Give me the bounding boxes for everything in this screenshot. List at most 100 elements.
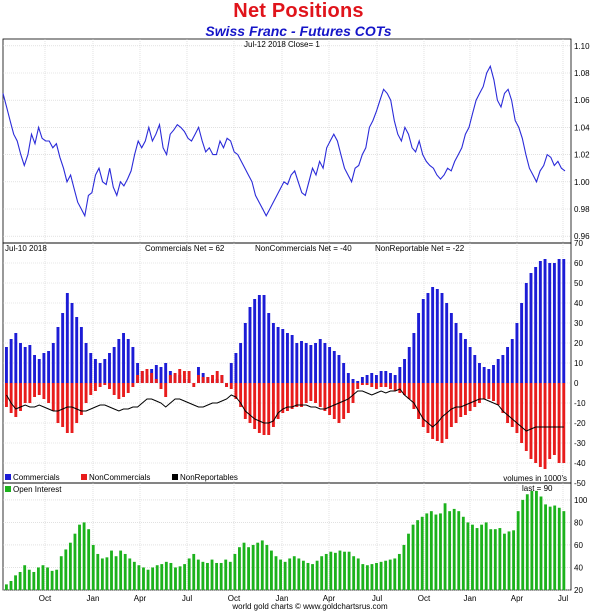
commercials-bar — [262, 295, 266, 383]
noncommercials-bar — [253, 383, 257, 429]
open-interest-bar — [251, 544, 255, 590]
commercials-bar — [9, 339, 13, 383]
commercials-bar — [42, 353, 46, 383]
x-tick-label: Jan — [87, 594, 100, 603]
commercials-bar — [28, 345, 32, 383]
noncommercials-bar — [75, 383, 79, 423]
commercials-bar — [23, 347, 27, 383]
noncommercials-bar — [534, 383, 538, 463]
commercials-bar — [300, 341, 303, 383]
open-interest-bar — [242, 542, 246, 590]
commercials-bar — [534, 267, 538, 383]
commercials-bar — [37, 359, 41, 383]
commercials-bar — [253, 299, 257, 383]
open-interest-bar — [407, 533, 410, 590]
noncommercials-bar — [79, 383, 83, 415]
open-interest-bar — [329, 551, 333, 590]
noncommercials-bar — [524, 383, 528, 451]
legend-nonreportables-label: NonReportables — [180, 473, 238, 482]
noncommercials-bar — [445, 383, 449, 439]
commercials-bar — [281, 329, 285, 383]
commercials-bar — [19, 343, 22, 383]
open-interest-bar — [59, 556, 63, 590]
noncommercials-bar — [154, 379, 158, 383]
price-y-tick-label: 0.96 — [574, 232, 590, 241]
open-interest-bar — [397, 553, 401, 590]
noncommercials-bar — [463, 383, 467, 415]
open-interest-bar — [384, 560, 388, 590]
commercials-bar — [492, 365, 495, 383]
open-interest-bar — [503, 533, 506, 590]
open-interest-last-label: last = 90 — [522, 484, 553, 493]
open-interest-bar — [233, 553, 237, 590]
commercials-bar — [543, 259, 547, 383]
open-interest-bar — [452, 508, 456, 590]
open-interest-y-axis: 20 40 60 80 100 — [574, 496, 588, 595]
noncommercials-bar — [403, 383, 406, 395]
noncommercials-bar — [286, 383, 289, 411]
open-interest-bar — [23, 565, 27, 590]
open-interest-bar — [64, 549, 68, 590]
noncommercials-bar — [449, 383, 453, 427]
open-interest-bar — [142, 567, 145, 590]
open-interest-bar — [416, 520, 420, 590]
commercials-bar — [346, 373, 350, 383]
noncommercials-bar — [178, 369, 182, 383]
commercials-bar — [65, 293, 69, 383]
noncommercials-bar — [126, 383, 130, 393]
noncommercials-bar — [211, 375, 214, 383]
open-interest-bar — [484, 522, 488, 590]
commercials-bar — [538, 261, 542, 383]
commercials-bar — [75, 317, 79, 383]
noncommercials-bar — [459, 383, 463, 417]
commercials-bar — [243, 323, 247, 383]
noncommercials-bar — [14, 383, 18, 417]
open-interest-bar — [183, 564, 187, 590]
open-interest-bar — [283, 561, 287, 590]
commercials-bar — [286, 333, 289, 383]
open-interest-bar — [279, 559, 282, 590]
open-interest-bar — [320, 556, 324, 590]
commercials-bar — [318, 339, 322, 383]
open-interest-bar — [457, 511, 461, 590]
commercials-bar — [89, 353, 93, 383]
noncommercials-bar — [187, 371, 191, 383]
x-tick-label: Apr — [134, 594, 147, 603]
open-interest-bar — [55, 569, 59, 590]
noncommercials-bar — [89, 383, 93, 395]
noncommercials-bar — [239, 383, 243, 407]
noncommercials-bar — [543, 383, 547, 469]
commercials-bar — [112, 347, 116, 383]
net-y-tick-label: 10 — [574, 359, 583, 368]
noncommercials-bar — [56, 383, 60, 423]
commercials-bar — [496, 359, 500, 383]
commercials-bar — [417, 313, 421, 383]
commercials-bar — [79, 327, 83, 383]
open-interest-bar — [210, 559, 214, 590]
commercials-bar — [14, 333, 18, 383]
noncommercials-bar — [328, 383, 332, 415]
net-y-tick-label: -30 — [574, 439, 586, 448]
net-panel-header: Jul-10 2018 — [5, 244, 47, 253]
open-interest-bars — [5, 490, 566, 590]
open-interest-bar — [493, 529, 497, 590]
noncommercials-bar — [9, 383, 13, 413]
noncommercials-bar — [159, 383, 163, 389]
legend-nonreportables-swatch — [172, 474, 178, 480]
commercials-bar — [234, 353, 238, 383]
net-y-tick-label: 30 — [574, 319, 583, 328]
x-tick-label: Jan — [276, 594, 289, 603]
open-interest-bar — [187, 558, 191, 590]
open-interest-bar — [137, 565, 141, 590]
open-interest-bar — [247, 547, 250, 590]
net-y-tick-label: -10 — [574, 399, 586, 408]
legend-noncommercials-swatch — [81, 474, 87, 480]
open-interest-bar — [274, 556, 278, 590]
commercials-bar — [337, 355, 341, 383]
open-interest-bar — [461, 516, 465, 590]
open-interest-bar — [306, 562, 310, 590]
commercials-bar — [524, 283, 528, 383]
open-interest-bar — [548, 506, 552, 590]
open-interest-bar — [521, 499, 525, 590]
noncommercials-bar — [346, 383, 350, 413]
